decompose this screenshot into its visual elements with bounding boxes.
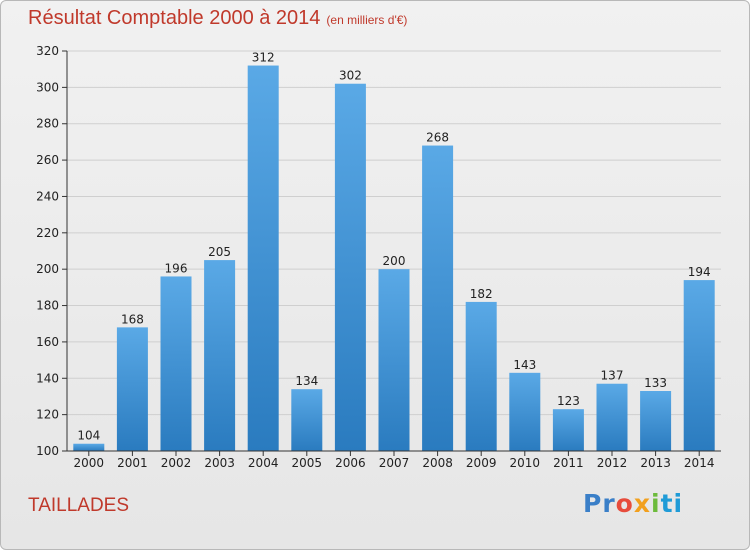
value-label-2009: 182 [470, 287, 493, 301]
value-label-2000: 104 [77, 429, 100, 443]
y-tick-label-140: 140 [36, 371, 59, 385]
bar-2012 [596, 383, 628, 451]
bar-2008 [422, 145, 454, 451]
value-label-2010: 143 [513, 358, 536, 372]
y-tick-label-160: 160 [36, 335, 59, 349]
x-tick-label-2014: 2014 [684, 456, 715, 470]
bar-2013 [640, 391, 672, 451]
y-tick-label-180: 180 [36, 299, 59, 313]
value-label-2011: 123 [557, 394, 580, 408]
x-tick-label-2005: 2005 [292, 456, 323, 470]
x-tick-label-2011: 2011 [553, 456, 584, 470]
x-tick-label-2013: 2013 [640, 456, 671, 470]
y-tick-label-200: 200 [36, 262, 59, 276]
chart-title-text: Résultat Comptable 2000 à 2014 [28, 7, 321, 29]
y-tick-label-280: 280 [36, 117, 59, 131]
proxiti-logo: Proxiti [583, 489, 683, 518]
x-tick-label-2006: 2006 [335, 456, 366, 470]
bar-2001 [116, 327, 148, 451]
y-tick-label-260: 260 [36, 153, 59, 167]
x-tick-label-2010: 2010 [510, 456, 541, 470]
bar-2010 [509, 372, 541, 451]
value-label-2012: 137 [601, 369, 624, 383]
value-label-2002: 196 [165, 261, 188, 275]
y-tick-label-300: 300 [36, 80, 59, 94]
value-label-2013: 133 [644, 376, 667, 390]
y-tick-label-320: 320 [36, 44, 59, 58]
value-label-2001: 168 [121, 312, 144, 326]
logo-part-3: x [633, 489, 651, 518]
x-tick-label-2004: 2004 [248, 456, 279, 470]
bar-2004 [247, 65, 279, 451]
value-label-2003: 205 [208, 245, 231, 259]
x-tick-label-2003: 2003 [204, 456, 235, 470]
bar-2000 [73, 443, 105, 451]
value-label-2007: 200 [383, 254, 406, 268]
logo-part-1: Pr [583, 489, 616, 518]
bar-2009 [465, 301, 497, 451]
value-label-2004: 312 [252, 51, 275, 65]
x-tick-label-2002: 2002 [161, 456, 192, 470]
y-tick-label-100: 100 [36, 444, 59, 458]
bar-2005 [291, 389, 323, 451]
x-tick-label-2008: 2008 [422, 456, 453, 470]
chart-title: Résultat Comptable 2000 à 2014 (en millie… [28, 7, 407, 30]
bar-2014 [683, 280, 715, 451]
y-tick-label-120: 120 [36, 408, 59, 422]
bar-2002 [160, 276, 192, 451]
y-tick-label-220: 220 [36, 226, 59, 240]
commune-name: TAILLADES [28, 495, 130, 516]
value-label-2008: 268 [426, 131, 449, 145]
bars-group: 104 168 196 205 312 134 302 200 268 182 143 123 137 1… [73, 51, 715, 452]
value-label-2014: 194 [688, 265, 711, 279]
logo-part-2: o [615, 489, 634, 518]
logo-part-5: ti [660, 489, 684, 518]
chart-subtitle: (en milliers d'€) [326, 13, 408, 27]
x-tick-label-2009: 2009 [466, 456, 497, 470]
axes: 100 120 140 160 180 200 220 240 260 280 300 320 2000… [36, 44, 721, 470]
x-tick-label-2000: 2000 [74, 456, 105, 470]
x-tick-label-2007: 2007 [379, 456, 410, 470]
x-tick-label-2012: 2012 [597, 456, 628, 470]
y-tick-label-240: 240 [36, 189, 59, 203]
value-label-2006: 302 [339, 69, 362, 83]
x-tick-label-2001: 2001 [117, 456, 148, 470]
bar-2006 [334, 83, 366, 452]
bar-2011 [552, 409, 584, 451]
value-label-2005: 134 [295, 374, 318, 388]
logo-part-4: i [650, 489, 661, 518]
bar-2007 [378, 269, 410, 451]
bar-2003 [204, 260, 236, 451]
